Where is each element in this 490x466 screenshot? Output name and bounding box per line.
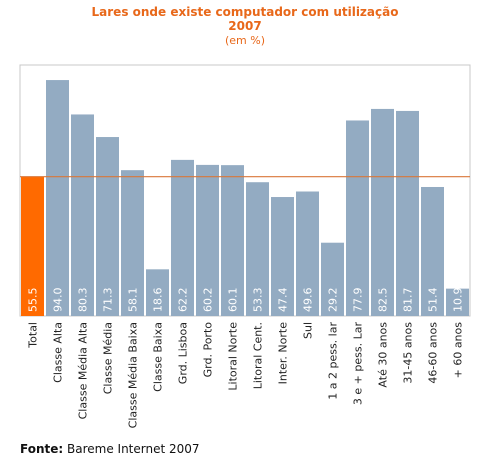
source-note: Fonte: Bareme Internet 2007 xyxy=(20,442,200,456)
bar xyxy=(171,159,194,316)
bar xyxy=(346,120,369,316)
bar xyxy=(121,170,144,316)
bar xyxy=(321,242,344,316)
category-label: 31-45 anos xyxy=(402,322,415,384)
data-label: 71.3 xyxy=(102,288,115,313)
data-label: 81.7 xyxy=(402,288,415,313)
category-label: Inter. Norte xyxy=(277,322,290,385)
data-label: 47.4 xyxy=(277,288,290,313)
category-label: 46-60 anos xyxy=(427,322,440,384)
source-text: Bareme Internet 2007 xyxy=(67,442,200,456)
category-label: Até 30 anos xyxy=(377,322,390,388)
chart-title-year: 2007 xyxy=(228,19,262,33)
category-label: 1 a 2 pess. lar xyxy=(327,322,340,400)
category-label: 3 e + pess. Lar xyxy=(352,322,365,406)
data-label: 60.1 xyxy=(227,288,240,313)
category-label: Classe Baixa xyxy=(152,322,165,392)
source-label: Fonte: xyxy=(20,442,64,456)
data-label: 55.5 xyxy=(27,288,40,313)
category-label: Classe Média Baixa xyxy=(127,322,140,428)
category-label: + 60 anos xyxy=(452,322,465,379)
data-label: 10.9 xyxy=(452,288,465,313)
data-label: 58.1 xyxy=(127,288,140,313)
bar xyxy=(196,164,219,316)
category-label: Classe Média xyxy=(102,322,115,394)
plot-frame xyxy=(19,64,471,317)
bar xyxy=(96,137,119,316)
data-label: 53.3 xyxy=(252,288,265,313)
bar xyxy=(146,269,169,316)
category-label: Grd. Lisboa xyxy=(177,322,190,384)
bar xyxy=(296,191,319,316)
bar xyxy=(46,80,69,316)
data-label: 77.9 xyxy=(352,288,365,313)
category-label: Total xyxy=(27,322,40,349)
bar xyxy=(421,186,444,316)
data-label: 18.6 xyxy=(152,288,165,313)
chart-subtitle: (em %) xyxy=(224,34,265,47)
category-label: Classe Alta xyxy=(52,322,65,383)
category-label: Litoral Norte xyxy=(227,322,240,391)
category-label: Grd. Porto xyxy=(202,322,215,378)
bar xyxy=(446,288,469,316)
bar xyxy=(71,114,94,317)
bar xyxy=(21,176,44,316)
data-label: 49.6 xyxy=(302,288,315,313)
bar xyxy=(396,110,419,316)
category-label: Litoral Cent. xyxy=(252,322,265,389)
bar xyxy=(221,165,244,316)
data-label: 29.2 xyxy=(327,288,340,313)
data-label: 80.3 xyxy=(77,288,90,313)
bar xyxy=(271,197,294,316)
category-label: Sul xyxy=(302,322,315,339)
data-label: 82.5 xyxy=(377,288,390,313)
category-label: Classe Média Alta xyxy=(77,322,90,419)
bar xyxy=(371,108,394,316)
data-label: 94.0 xyxy=(52,288,65,313)
data-label: 62.2 xyxy=(177,288,190,313)
data-label: 51.4 xyxy=(427,288,440,313)
bar xyxy=(246,182,269,316)
data-label: 60.2 xyxy=(202,288,215,313)
chart-title: Lares onde existe computador com utiliza… xyxy=(91,5,399,19)
